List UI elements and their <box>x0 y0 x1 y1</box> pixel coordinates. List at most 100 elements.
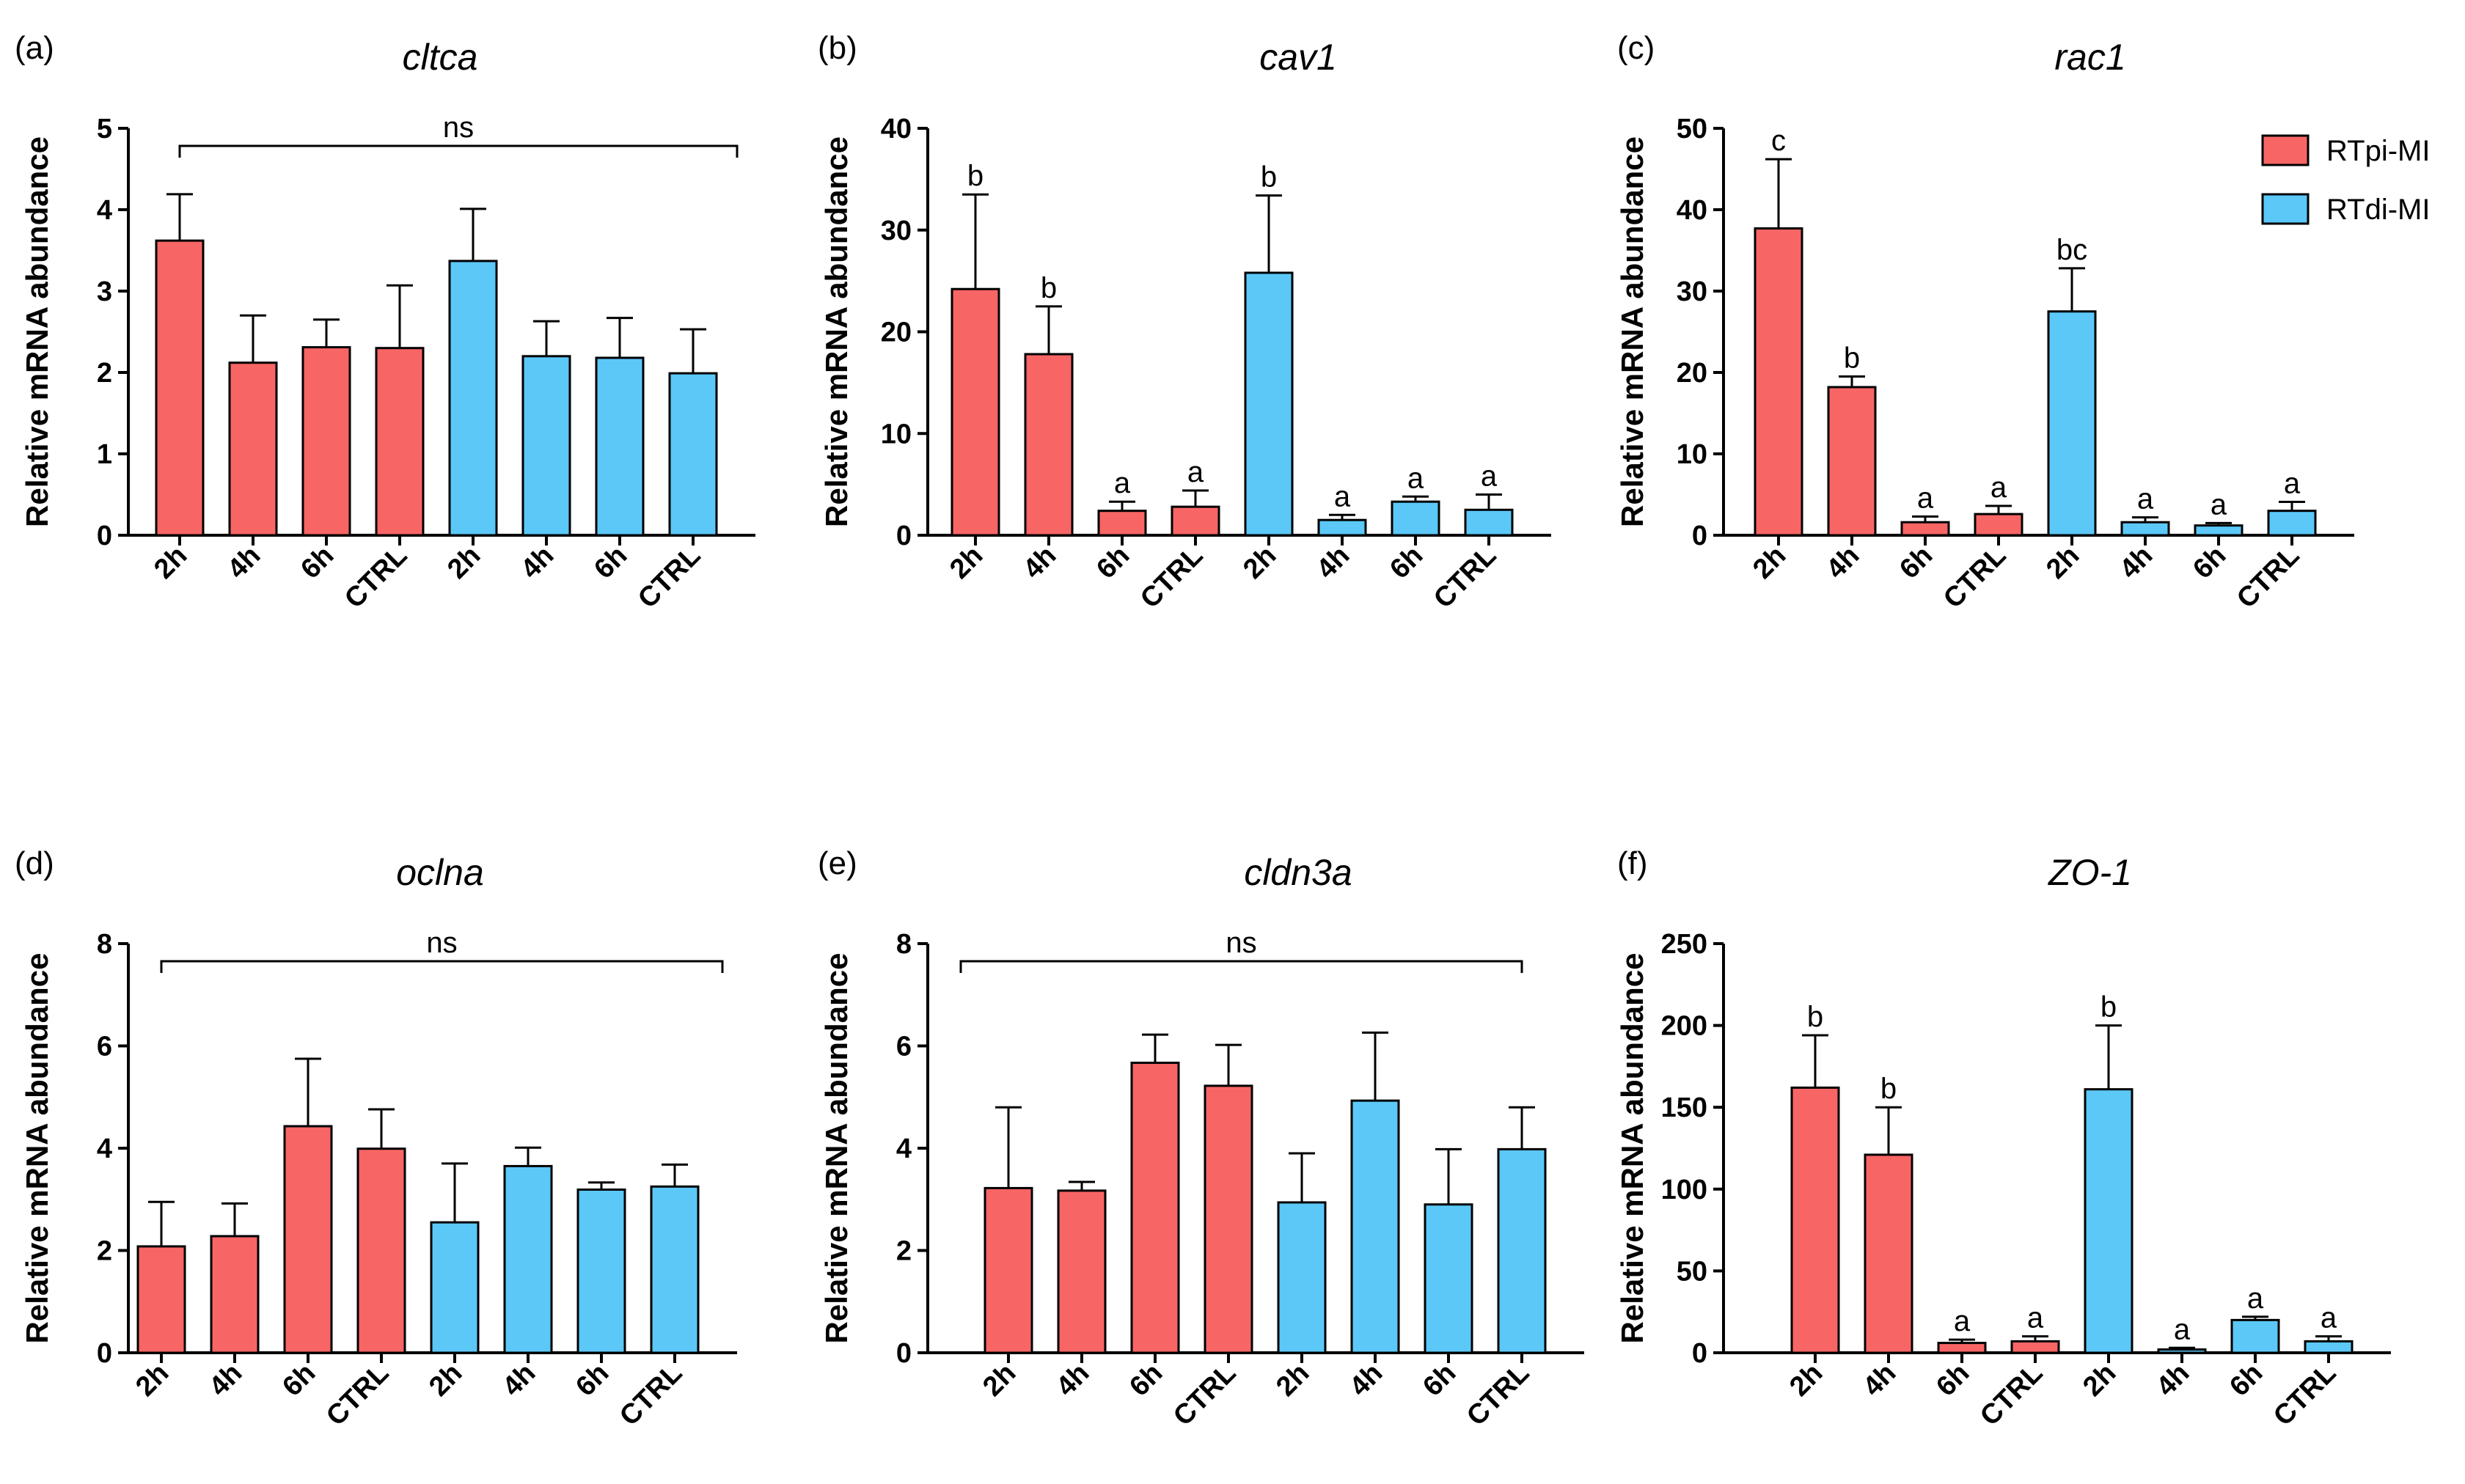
bar <box>1204 1084 1253 1354</box>
bar <box>1130 1062 1180 1354</box>
chart-panel-2: (b) cav1 Relative mRNA abundance 0 10 20 30 40 2… <box>818 30 1551 614</box>
legend-swatch <box>2261 134 2310 166</box>
y-axis-label: Relative mRNA abundance <box>20 953 54 1344</box>
x-tick-label: 2h <box>2077 1358 2122 1403</box>
x-tick-label: 2h <box>442 540 486 585</box>
x-tick-label: 2h <box>1747 540 1792 585</box>
x-tick-label: 6h <box>588 540 633 585</box>
significance-bracket <box>160 960 724 973</box>
y-tick-label: 20 <box>1677 358 1707 389</box>
x-tick-label: 6h <box>1930 1358 1975 1403</box>
y-tick-label: 8 <box>896 929 912 960</box>
bar <box>951 287 1000 537</box>
x-tick-label: CTRL <box>1428 540 1502 614</box>
chart-panel-1: (a) cltca Relative mRNA abundance 0 1 2 3 4 5 2h 4… <box>15 30 755 614</box>
y-tick-label: 20 <box>881 317 912 348</box>
legend-swatch <box>2261 193 2310 225</box>
bar <box>375 347 425 537</box>
y-tick-label: 100 <box>1661 1175 1707 1205</box>
bar <box>1900 521 1950 537</box>
x-tick-label: 4h <box>1344 1358 1388 1403</box>
bar <box>595 356 645 537</box>
bar <box>448 260 498 537</box>
bar <box>2267 510 2317 537</box>
y-tick-label: 2 <box>97 1236 112 1267</box>
bar <box>2230 1318 2280 1354</box>
chart-title: cldn3a <box>1244 852 1352 893</box>
x-tick-label: 4h <box>203 1358 248 1403</box>
y-tick-label: 30 <box>1677 276 1707 307</box>
bar <box>2120 521 2170 537</box>
bar <box>1057 1189 1107 1354</box>
bar <box>521 355 571 537</box>
y-tick-label: 0 <box>97 1338 112 1369</box>
bar <box>136 1245 186 1354</box>
significance-letter: b <box>1261 161 1277 194</box>
y-tick-label: 0 <box>97 521 112 551</box>
x-tick-label: 2h <box>130 1358 175 1403</box>
y-tick-label: 50 <box>1677 1256 1707 1287</box>
x-tick-label: 4h <box>2114 540 2158 585</box>
bar <box>1790 1086 1840 1354</box>
bar <box>1171 505 1220 537</box>
x-tick-label: 4h <box>221 540 266 585</box>
bar <box>1350 1099 1400 1354</box>
x-tick-label: 4h <box>1311 540 1355 585</box>
x-tick-label: 2h <box>1784 1358 1828 1403</box>
bar <box>1464 508 1514 537</box>
legend-label: RTpi-MI <box>2326 135 2430 167</box>
y-tick-label: 150 <box>1661 1092 1707 1123</box>
y-tick-label: 6 <box>896 1032 912 1062</box>
bar <box>984 1186 1033 1354</box>
y-tick-label: 3 <box>97 276 112 307</box>
bar <box>2194 524 2244 537</box>
y-axis-label: Relative mRNA abundance <box>819 953 854 1344</box>
significance-letter: c <box>1771 125 1786 157</box>
y-tick-label: 4 <box>97 1134 112 1164</box>
significance-label: ns <box>443 111 474 144</box>
significance-letter: a <box>1334 480 1351 513</box>
bar <box>228 361 278 537</box>
x-tick-label: CTRL <box>2268 1358 2342 1432</box>
chart-title: cav1 <box>1259 37 1337 78</box>
bar <box>1864 1153 1913 1354</box>
significance-letter: a <box>2174 1313 2191 1345</box>
bar <box>210 1235 260 1354</box>
bar <box>1244 271 1294 537</box>
y-tick-label: 40 <box>1677 195 1707 226</box>
chart-title: rac1 <box>2054 37 2125 78</box>
x-tick-label: 6h <box>2224 1358 2268 1403</box>
bar <box>668 372 718 537</box>
x-tick-label: 6h <box>1091 540 1135 585</box>
significance-letter: a <box>1114 467 1131 499</box>
significance-letter: a <box>2137 483 2154 515</box>
panel-label: (f) <box>1617 845 1648 881</box>
bar <box>301 346 351 537</box>
x-tick-label: 4h <box>1017 540 1062 585</box>
chart-panel-5: (e) cldn3a Relative mRNA abundance 0 2 4 6 8 2h 4… <box>818 845 1584 1432</box>
significance-letter: bc <box>2056 234 2087 266</box>
y-tick-label: 0 <box>896 521 912 551</box>
significance-letter: a <box>1954 1305 1971 1337</box>
y-axis-label: Relative mRNA abundance <box>20 136 54 527</box>
panel-label: (a) <box>15 30 54 66</box>
x-tick-label: CTRL <box>1135 540 1209 614</box>
x-tick-label: 2h <box>944 540 989 585</box>
bar <box>503 1164 553 1354</box>
bar <box>430 1221 480 1354</box>
bar <box>356 1147 406 1354</box>
significance-letter: a <box>1481 460 1498 493</box>
legend-label: RTdi-MI <box>2326 194 2430 226</box>
chart-panel-4: (d) oclna Relative mRNA abundance 0 2 4 6 8 2h 4h… <box>15 845 737 1432</box>
x-tick-label: 4h <box>1857 1358 1902 1403</box>
bar <box>2304 1340 2354 1354</box>
x-tick-label: 2h <box>2040 540 2085 585</box>
significance-letter: b <box>2100 991 2117 1024</box>
x-tick-label: 6h <box>1417 1358 1462 1403</box>
x-tick-label: 2h <box>1237 540 1282 585</box>
significance-letter: a <box>1187 456 1204 488</box>
y-tick-label: 200 <box>1661 1011 1707 1042</box>
y-axis-label: Relative mRNA abundance <box>1615 136 1649 527</box>
bar <box>1097 510 1147 537</box>
